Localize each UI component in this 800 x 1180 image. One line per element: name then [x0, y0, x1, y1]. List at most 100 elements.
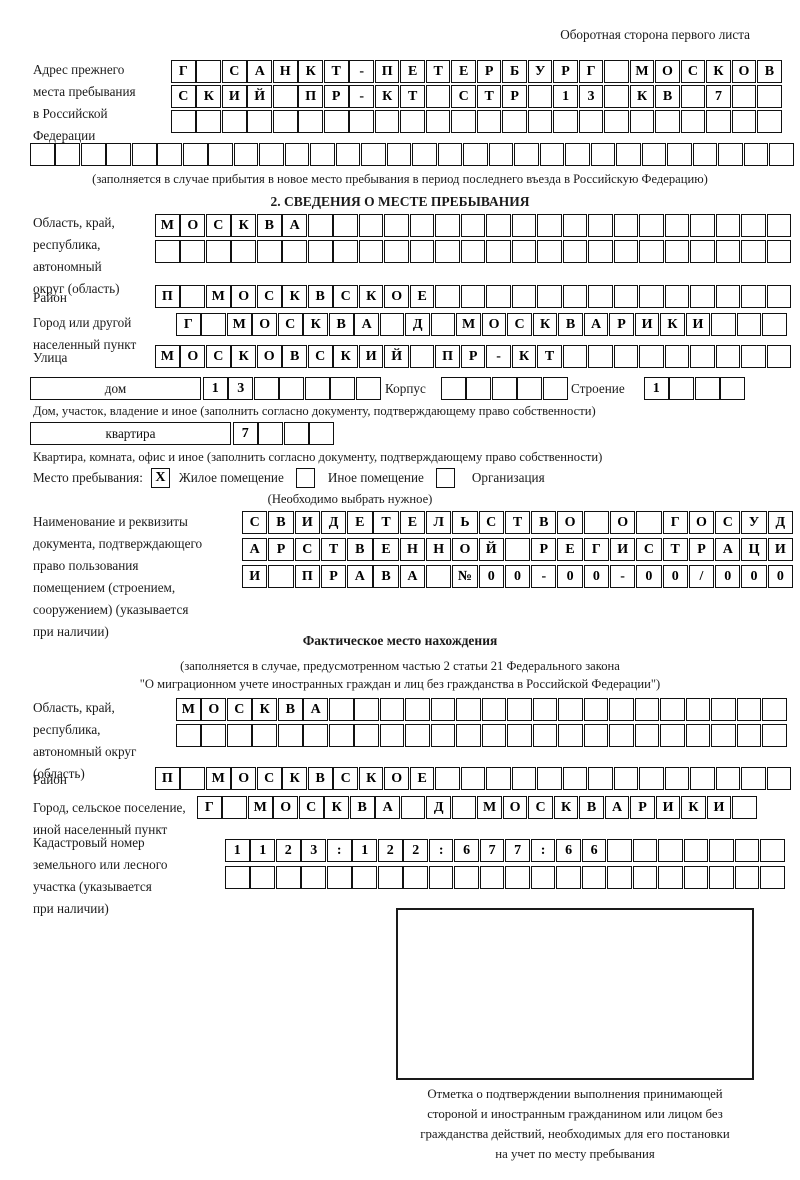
form-cell[interactable]: С — [294, 538, 320, 561]
form-cell[interactable]: С — [451, 85, 476, 108]
form-cell[interactable] — [578, 110, 604, 133]
form-cell[interactable] — [588, 345, 613, 368]
form-cell[interactable]: М — [155, 214, 180, 237]
form-cell[interactable] — [660, 724, 685, 747]
form-cell[interactable]: 1 — [225, 839, 250, 862]
form-cell[interactable]: 7 — [479, 839, 505, 862]
form-cell[interactable]: С — [715, 511, 741, 534]
form-cell[interactable]: № — [452, 565, 478, 588]
form-cell[interactable] — [741, 214, 766, 237]
form-cell[interactable] — [456, 698, 481, 721]
form-cell[interactable] — [562, 285, 588, 308]
form-cell[interactable] — [562, 345, 588, 368]
form-cell[interactable] — [486, 285, 511, 308]
form-cell[interactable] — [741, 767, 766, 790]
form-cell[interactable]: Д — [405, 313, 430, 336]
form-cell[interactable] — [609, 698, 634, 721]
form-cell[interactable]: Р — [476, 60, 502, 83]
form-cell[interactable] — [613, 345, 639, 368]
form-cell[interactable] — [532, 724, 558, 747]
form-cell[interactable] — [131, 143, 157, 166]
form-cell[interactable] — [507, 698, 532, 721]
form-cell[interactable]: Т — [537, 345, 562, 368]
form-cell[interactable]: А — [715, 538, 741, 561]
form-cell[interactable] — [762, 724, 787, 747]
form-cell[interactable]: И — [609, 538, 636, 561]
form-cell[interactable]: К — [298, 60, 324, 83]
form-cell[interactable]: М — [477, 796, 502, 819]
form-cell[interactable]: Г — [583, 538, 610, 561]
form-cell[interactable]: К — [629, 85, 655, 108]
form-cell[interactable]: 1 — [250, 839, 276, 862]
form-cell[interactable] — [718, 143, 743, 166]
form-cell[interactable] — [486, 214, 511, 237]
form-cell[interactable]: С — [636, 538, 662, 561]
form-cell[interactable] — [715, 345, 741, 368]
form-cell[interactable]: И — [706, 796, 732, 819]
form-cell[interactable] — [196, 60, 222, 83]
form-cell[interactable] — [256, 240, 282, 263]
form-cell[interactable] — [629, 110, 655, 133]
form-cell[interactable] — [562, 240, 588, 263]
form-cell[interactable]: Е — [409, 285, 435, 308]
form-cell[interactable] — [537, 767, 562, 790]
form-cell[interactable] — [425, 85, 451, 108]
form-cell[interactable]: 1 — [203, 377, 228, 400]
form-cell[interactable] — [639, 345, 664, 368]
form-cell[interactable]: И — [358, 345, 384, 368]
form-cell[interactable] — [511, 767, 537, 790]
form-cell[interactable] — [377, 866, 403, 889]
form-cell[interactable] — [333, 240, 358, 263]
form-cell[interactable]: И — [767, 538, 794, 561]
form-cell[interactable] — [760, 839, 785, 862]
form-cell[interactable] — [405, 698, 430, 721]
form-cell[interactable]: К — [282, 767, 308, 790]
form-cell[interactable] — [272, 110, 298, 133]
form-cell[interactable] — [715, 285, 741, 308]
form-cell[interactable] — [437, 143, 463, 166]
form-cell[interactable] — [505, 866, 530, 889]
form-cell[interactable]: К — [196, 85, 222, 108]
form-cell[interactable] — [766, 345, 792, 368]
form-cell[interactable]: Т — [662, 538, 688, 561]
form-cell[interactable] — [403, 866, 428, 889]
form-cell[interactable]: И — [685, 313, 711, 336]
form-cell[interactable]: К — [303, 313, 329, 336]
form-cell[interactable]: В — [277, 698, 303, 721]
form-cell[interactable] — [180, 767, 206, 790]
form-cell[interactable]: Е — [347, 511, 373, 534]
form-cell[interactable]: Г — [176, 313, 201, 336]
form-cell[interactable]: В — [268, 511, 294, 534]
form-cell[interactable]: К — [511, 345, 537, 368]
form-cell[interactable] — [734, 839, 760, 862]
form-cell[interactable] — [481, 698, 507, 721]
form-cell[interactable] — [171, 110, 196, 133]
form-cell[interactable] — [690, 240, 715, 263]
form-cell[interactable] — [660, 698, 685, 721]
form-cell[interactable]: 0 — [478, 565, 504, 588]
form-cell[interactable]: - — [349, 85, 374, 108]
form-cell[interactable] — [405, 724, 430, 747]
form-cell[interactable]: С — [298, 796, 324, 819]
form-cell[interactable] — [330, 377, 356, 400]
form-cell[interactable]: 1 — [352, 839, 378, 862]
form-cell[interactable]: Т — [320, 538, 347, 561]
form-cell[interactable] — [664, 240, 690, 263]
form-cell[interactable]: К — [532, 313, 558, 336]
form-cell[interactable] — [769, 143, 794, 166]
form-cell[interactable] — [259, 143, 284, 166]
cadastral-row-2[interactable] — [225, 866, 786, 889]
form-cell[interactable] — [176, 724, 201, 747]
form-cell[interactable] — [374, 110, 400, 133]
form-cell[interactable] — [80, 143, 106, 166]
form-cell[interactable]: / — [688, 565, 715, 588]
form-cell[interactable] — [634, 724, 660, 747]
form-cell[interactable] — [307, 214, 333, 237]
form-cell[interactable] — [634, 698, 660, 721]
form-cell[interactable]: Л — [425, 511, 452, 534]
form-cell[interactable] — [532, 698, 558, 721]
form-cell[interactable] — [709, 866, 734, 889]
form-cell[interactable] — [222, 796, 248, 819]
form-cell[interactable] — [196, 110, 222, 133]
